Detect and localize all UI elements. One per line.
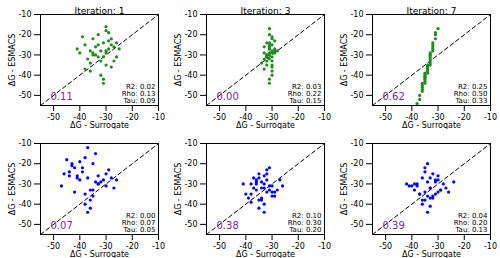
svg-text:-30: -30: [350, 180, 363, 189]
svg-text:ΔG - Surrogate: ΔG - Surrogate: [236, 250, 295, 258]
svg-text:-40: -40: [239, 113, 253, 123]
svg-text:-40: -40: [18, 71, 31, 80]
svg-text:ΔG - ESMACS: ΔG - ESMACS: [340, 163, 349, 216]
svg-text:-20: -20: [125, 113, 139, 123]
svg-text:-40: -40: [184, 71, 197, 80]
svg-text:-20: -20: [457, 113, 471, 123]
svg-text:-50: -50: [18, 91, 31, 100]
svg-text:-10: -10: [350, 139, 363, 148]
svg-text:-30: -30: [18, 51, 31, 60]
svg-text:ΔG - Surrogate: ΔG - Surrogate: [236, 121, 295, 130]
svg-text:R2: 0.10Rho: 0.30Tau: 0.20: R2: 0.10Rho: 0.30Tau: 0.20: [288, 212, 322, 234]
svg-text:ΔG - Surrogate: ΔG - Surrogate: [402, 121, 461, 130]
svg-text:ΔG - Surrogate: ΔG - Surrogate: [402, 250, 461, 258]
svg-text:ΔG - Surrogate: ΔG - Surrogate: [70, 121, 129, 130]
svg-text:-50: -50: [379, 113, 392, 122]
svg-text:-30: -30: [431, 113, 445, 123]
svg-text:-20: -20: [18, 159, 31, 168]
svg-text:ΔG - Surrogate: ΔG - Surrogate: [70, 250, 129, 258]
svg-text:-20: -20: [184, 30, 197, 39]
svg-text:Iteration: 7: Iteration: 7: [407, 6, 457, 16]
svg-text:-50: -50: [47, 242, 60, 251]
svg-text:-30: -30: [184, 180, 197, 189]
svg-text:-10: -10: [318, 242, 331, 251]
svg-text:-30: -30: [99, 242, 113, 252]
svg-text:-30: -30: [431, 242, 445, 252]
svg-text:-40: -40: [405, 113, 419, 123]
svg-text:-40: -40: [18, 200, 31, 209]
svg-text:-20: -20: [291, 242, 305, 252]
svg-text:-20: -20: [184, 159, 197, 168]
svg-text:-50: -50: [350, 91, 363, 100]
svg-text:-10: -10: [18, 10, 31, 19]
svg-text:-10: -10: [152, 113, 165, 122]
svg-text:-50: -50: [213, 113, 226, 122]
svg-text:ΔG - ESMACS: ΔG - ESMACS: [340, 34, 349, 87]
svg-text:-10: -10: [484, 113, 497, 122]
svg-text:-50: -50: [379, 242, 392, 251]
svg-text:ΔG - ESMACS: ΔG - ESMACS: [8, 163, 17, 216]
svg-text:R2: 0.25Rho: 0.50Tau: 0.33: R2: 0.25Rho: 0.50Tau: 0.33: [454, 83, 488, 105]
svg-text:-10: -10: [152, 242, 165, 251]
svg-text:-20: -20: [457, 242, 471, 252]
svg-text:-20: -20: [291, 113, 305, 123]
svg-text:ΔG - ESMACS: ΔG - ESMACS: [174, 163, 183, 216]
svg-text:0.00: 0.00: [217, 91, 239, 102]
svg-text:R2: 0.03Rho: 0.22Tau: 0.15: R2: 0.03Rho: 0.22Tau: 0.15: [288, 83, 322, 105]
svg-text:-50: -50: [47, 113, 60, 122]
svg-text:R2: 0.02Rho: 0.13Tau: 0.09: R2: 0.02Rho: 0.13Tau: 0.09: [122, 83, 156, 105]
svg-text:-50: -50: [184, 91, 197, 100]
svg-text:-40: -40: [73, 242, 87, 252]
svg-text:0.38: 0.38: [217, 220, 239, 231]
svg-text:-20: -20: [125, 242, 139, 252]
svg-text:-30: -30: [265, 113, 279, 123]
svg-text:-50: -50: [184, 220, 197, 229]
svg-text:-10: -10: [350, 10, 363, 19]
svg-text:-20: -20: [18, 30, 31, 39]
svg-text:0.39: 0.39: [383, 220, 405, 231]
svg-text:Iteration: 3: Iteration: 3: [241, 6, 291, 16]
svg-text:-40: -40: [350, 200, 363, 209]
svg-text:ΔG - ESMACS: ΔG - ESMACS: [8, 34, 17, 87]
svg-text:0.11: 0.11: [51, 91, 73, 102]
svg-text:-40: -40: [184, 200, 197, 209]
svg-text:-50: -50: [18, 220, 31, 229]
svg-text:-40: -40: [350, 71, 363, 80]
svg-text:-30: -30: [350, 51, 363, 60]
svg-text:-40: -40: [405, 242, 419, 252]
svg-text:-20: -20: [350, 30, 363, 39]
svg-text:-30: -30: [99, 113, 113, 123]
svg-text:ΔG - ESMACS: ΔG - ESMACS: [174, 34, 183, 87]
svg-text:-50: -50: [213, 242, 226, 251]
svg-text:-50: -50: [350, 220, 363, 229]
svg-text:-10: -10: [318, 113, 331, 122]
svg-text:-30: -30: [18, 180, 31, 189]
svg-text:R2: 0.00Rho: 0.07Tau: 0.05: R2: 0.00Rho: 0.07Tau: 0.05: [122, 212, 156, 234]
svg-text:-10: -10: [184, 10, 197, 19]
svg-text:-20: -20: [350, 159, 363, 168]
svg-text:-40: -40: [73, 113, 87, 123]
svg-text:-30: -30: [184, 51, 197, 60]
svg-text:R2: 0.04Rho: 0.20Tau: 0.13: R2: 0.04Rho: 0.20Tau: 0.13: [454, 212, 488, 234]
svg-text:-40: -40: [239, 242, 253, 252]
svg-text:-10: -10: [484, 242, 497, 251]
svg-text:Iteration: 1: Iteration: 1: [75, 6, 125, 16]
svg-text:-30: -30: [265, 242, 279, 252]
svg-text:-10: -10: [18, 139, 31, 148]
svg-text:0.62: 0.62: [383, 91, 405, 102]
svg-text:0.07: 0.07: [51, 220, 73, 231]
svg-text:-10: -10: [184, 139, 197, 148]
